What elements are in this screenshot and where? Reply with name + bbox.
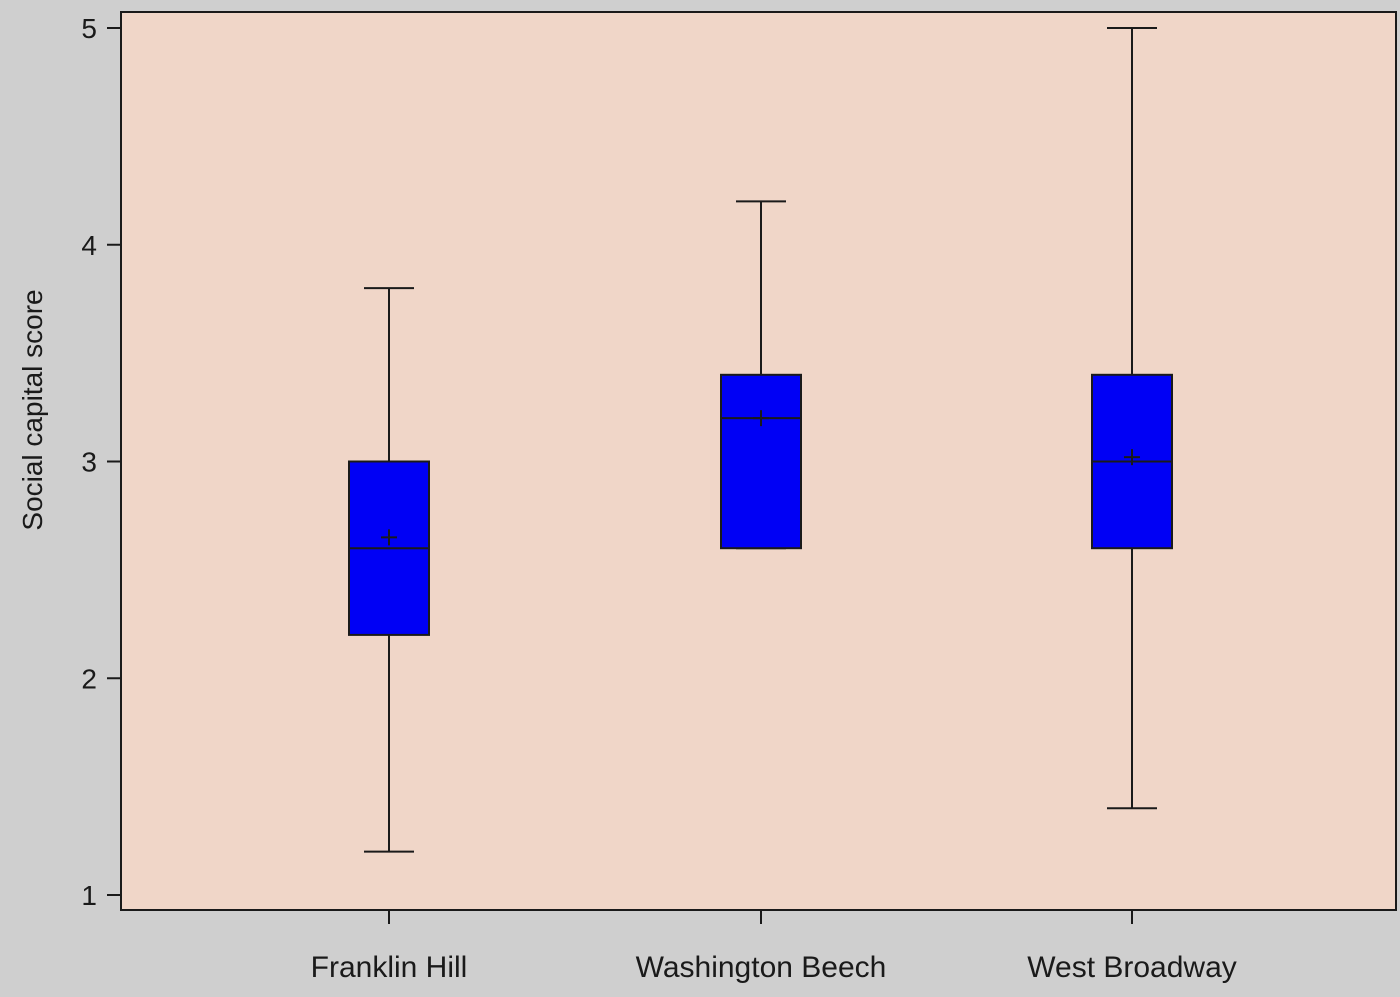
y-tick-label: 2 [81,663,97,694]
y-tick-label: 3 [81,447,97,478]
iqr-box [720,373,802,550]
x-axis: Franklin Hill Washington Beech West Broadw… [311,910,1237,984]
box-west-broadway [1091,27,1173,810]
y-tick-label: 1 [81,880,97,911]
box-series [348,27,1173,853]
y-tick-label: 4 [81,230,97,261]
y-axis: 1 2 3 4 5 [81,13,121,911]
x-tick-label: Washington Beech [636,951,887,984]
x-tick-label: Franklin Hill [311,951,468,984]
x-tick-label: West Broadway [1027,951,1237,984]
y-tick-label: 5 [81,13,97,44]
y-axis-label: Social capital score [17,289,48,530]
box-franklin-hill [348,287,430,853]
box-washington-beech [720,200,802,550]
